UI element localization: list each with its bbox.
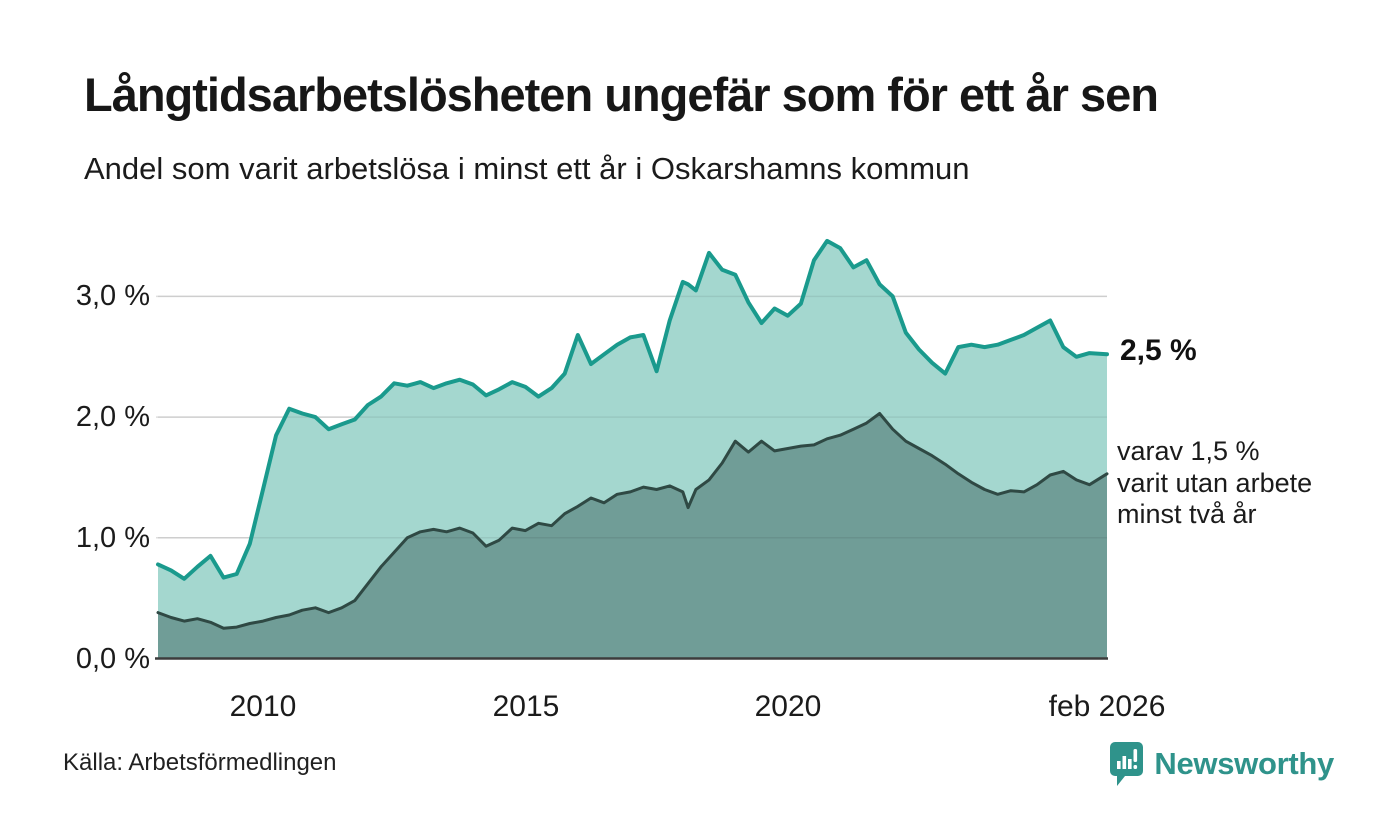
newsworthy-wordmark: Newsworthy: [1154, 746, 1334, 781]
newsworthy-logo: Newsworthy: [1109, 740, 1334, 788]
y-tick-label-3: 3,0 %: [75, 280, 150, 312]
x-tick-label-2010: 2010: [229, 690, 297, 723]
newsworthy-bubble-chart-icon: [1110, 742, 1144, 786]
page-title: Långtidsarbetslösheten ungefär som för e…: [84, 68, 1159, 121]
y-tick-label-2: 2,0 %: [75, 401, 150, 433]
y-tick-label-0: 0,0 %: [75, 643, 150, 675]
page-subtitle: Andel som varit arbetslösa i minst ett å…: [84, 151, 970, 186]
source-attribution: Källa: Arbetsförmedlingen: [63, 749, 337, 776]
x-tick-label-feb-2026: feb 2026: [1048, 690, 1166, 723]
x-tick-label-2015: 2015: [492, 690, 560, 723]
series-end-note-label: varav 1,5 % varit utan arbete minst två …: [1117, 436, 1313, 530]
x-tick-label-2020: 2020: [754, 690, 822, 723]
series-end-value-label: 2,5 %: [1120, 334, 1197, 367]
y-tick-label-1: 1,0 %: [75, 522, 150, 554]
